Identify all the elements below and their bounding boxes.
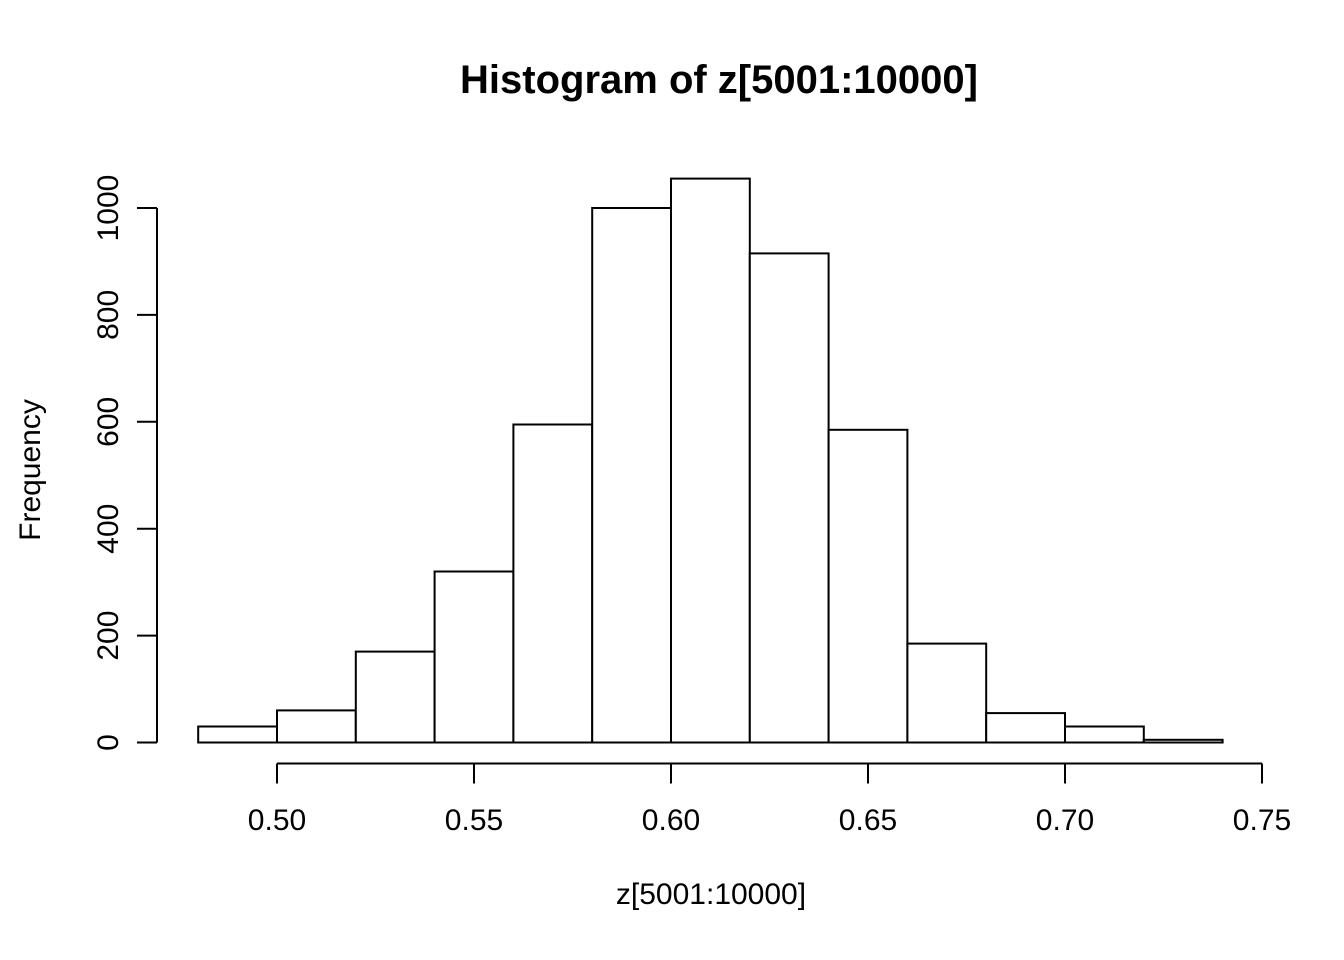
y-tick-label: 200 xyxy=(92,611,125,661)
histogram-bar xyxy=(1142,738,1224,744)
histogram-bar xyxy=(748,252,830,744)
x-tick-label: 0.70 xyxy=(1036,804,1094,837)
histogram-bar xyxy=(354,650,436,744)
histogram-bar xyxy=(670,177,751,744)
histogram-bar xyxy=(276,709,357,744)
histogram-bar xyxy=(827,428,909,744)
histogram-bar xyxy=(512,423,594,744)
y-tick-label: 800 xyxy=(92,290,125,340)
x-axis-label: z[5001:10000] xyxy=(616,878,806,911)
x-tick-label: 0.60 xyxy=(642,804,700,837)
y-tick-label: 400 xyxy=(92,504,125,554)
y-tick-label: 0 xyxy=(92,734,125,751)
x-tick-label: 0.75 xyxy=(1233,804,1291,837)
y-axis-label: Frequency xyxy=(14,399,47,541)
histogram-bar xyxy=(985,712,1067,744)
x-tick-label: 0.50 xyxy=(248,804,306,837)
axes-layer: 0.50 0.55 0.60 0.65 0.70 0.75 0 200 400 600 800 100… xyxy=(92,175,1291,837)
y-tick-label: 600 xyxy=(92,397,125,447)
x-tick-label: 0.55 xyxy=(445,804,503,837)
y-tick-label: 1000 xyxy=(92,175,125,242)
histogram-bar xyxy=(197,725,278,744)
histogram-bar xyxy=(591,207,673,744)
chart-title: Histogram of z[5001:10000] xyxy=(460,58,978,102)
histogram-bar xyxy=(906,642,988,744)
bars-layer xyxy=(197,177,1224,744)
x-tick-label: 0.65 xyxy=(839,804,897,837)
histogram-bar xyxy=(433,570,515,744)
histogram-bar xyxy=(1064,725,1145,744)
